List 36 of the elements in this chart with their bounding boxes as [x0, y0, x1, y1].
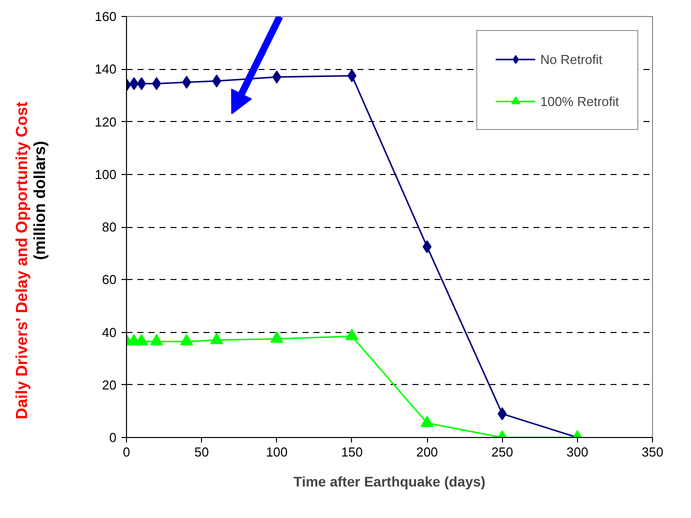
point — [212, 74, 222, 88]
y-tick-label: 140 — [94, 62, 117, 77]
y-axis-title: Daily Drivers' Delay and Opportunity Cost (million dollars) — [14, 101, 49, 420]
y-tick-label: 160 — [94, 9, 117, 24]
x-tick-label: 200 — [416, 444, 438, 460]
legend-label: 100% Retrofit — [540, 94, 619, 108]
x-axis-title: Time after Earthquake (days) — [294, 474, 486, 490]
x-tick-label: 100 — [266, 444, 288, 460]
point — [130, 77, 139, 90]
y-tick-label: 80 — [102, 220, 117, 234]
x-tick-label: 300 — [566, 444, 588, 460]
point — [420, 416, 434, 427]
point — [137, 77, 146, 90]
point — [150, 334, 164, 346]
point — [152, 77, 162, 90]
y-tick-label: 40 — [102, 324, 117, 340]
x-tick-label: 250 — [491, 444, 514, 460]
point — [182, 76, 192, 89]
legend-label: No Retrofit — [540, 52, 602, 66]
point — [180, 334, 194, 346]
y-tick-label: 20 — [102, 377, 117, 392]
x-tick-label: 350 — [642, 444, 664, 460]
y-tick-label: 0 — [109, 430, 117, 445]
point — [272, 70, 282, 84]
point — [270, 331, 284, 343]
y-tick-label: 120 — [94, 114, 117, 130]
point — [135, 334, 148, 346]
point — [210, 332, 224, 344]
point — [345, 328, 358, 340]
point — [422, 240, 432, 254]
y-tick-label: 100 — [94, 166, 117, 182]
x-tick-label: 150 — [341, 444, 363, 460]
x-tick-label: 0 — [122, 444, 130, 460]
point — [347, 69, 356, 82]
x-tick-label: 50 — [194, 444, 209, 460]
y-tick-label: 60 — [102, 272, 117, 288]
